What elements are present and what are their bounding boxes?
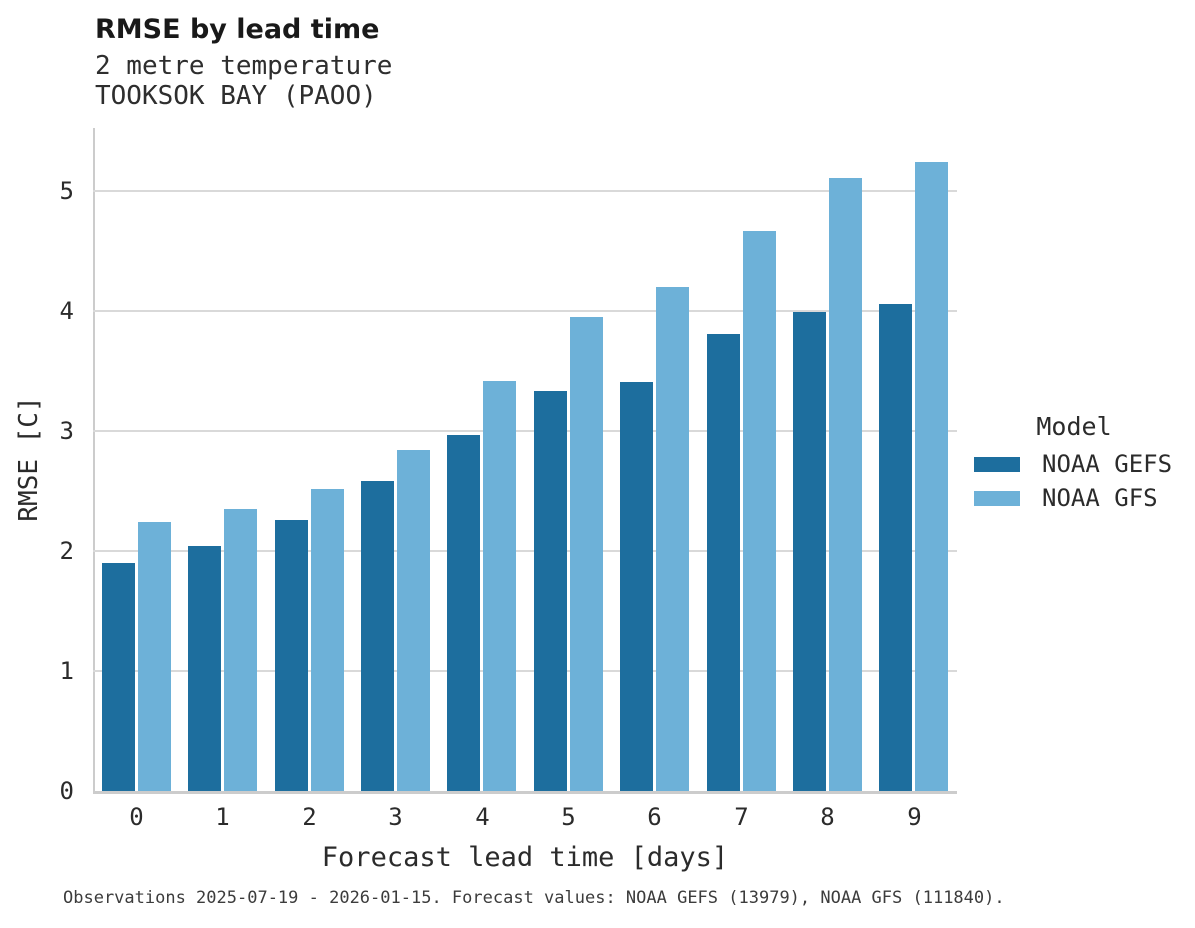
x-tick-label-4: 4: [475, 803, 490, 831]
x-tick-label-7: 7: [734, 803, 749, 831]
x-tick-label-1: 1: [215, 803, 230, 831]
x-tick-label-2: 2: [302, 803, 317, 831]
bar-noaa-gefs-lead-7: [707, 334, 740, 791]
x-axis-label: Forecast lead time [days]: [321, 842, 729, 873]
bar-noaa-gfs-lead-5: [570, 317, 603, 791]
legend-title: Model: [1036, 412, 1112, 441]
bar-noaa-gfs-lead-2: [311, 489, 344, 791]
chart-subtitle-station: TOOKSOK BAY (PAOO): [95, 81, 377, 111]
bar-noaa-gefs-lead-8: [793, 312, 826, 791]
legend-item-noaa-gefs: NOAA GEFS: [974, 452, 1172, 476]
bar-noaa-gfs-lead-9: [915, 162, 948, 791]
bar-noaa-gfs-lead-0: [138, 522, 171, 791]
y-tick-label-1: 1: [59, 657, 74, 685]
x-tick-label-0: 0: [129, 803, 144, 831]
y-tick-label-2: 2: [59, 537, 74, 565]
gridline-y-4: [93, 310, 957, 312]
x-tick-label-6: 6: [647, 803, 662, 831]
bar-noaa-gefs-lead-6: [620, 382, 653, 791]
y-tick-label-4: 4: [59, 297, 74, 325]
legend-swatch-noaa-gefs: [974, 456, 1020, 472]
gridline-y-1: [93, 670, 957, 672]
y-tick-label-0: 0: [59, 777, 74, 805]
y-axis-line: [93, 128, 95, 794]
bar-noaa-gefs-lead-1: [188, 546, 221, 791]
x-tick-label-3: 3: [388, 803, 403, 831]
chart-title: RMSE by lead time: [95, 14, 380, 45]
bar-noaa-gefs-lead-2: [275, 520, 308, 791]
y-axis-label: RMSE [C]: [14, 396, 44, 522]
legend-label-noaa-gefs: NOAA GEFS: [1042, 450, 1173, 478]
x-tick-label-9: 9: [907, 803, 922, 831]
bar-noaa-gfs-lead-7: [743, 231, 776, 791]
legend-label-noaa-gfs: NOAA GFS: [1042, 484, 1158, 512]
bar-noaa-gefs-lead-9: [879, 304, 912, 791]
footer-caption: Observations 2025-07-19 - 2026-01-15. Fo…: [63, 888, 1005, 908]
bar-noaa-gfs-lead-3: [397, 450, 430, 791]
bar-noaa-gfs-lead-6: [656, 287, 689, 791]
gridline-y-2: [93, 550, 957, 552]
bar-noaa-gefs-lead-0: [102, 563, 135, 791]
bar-noaa-gfs-lead-8: [829, 178, 862, 791]
bar-noaa-gefs-lead-4: [447, 435, 480, 791]
bar-noaa-gfs-lead-1: [224, 509, 257, 791]
chart-subtitle-variable: 2 metre temperature: [95, 51, 393, 81]
y-tick-label-5: 5: [59, 177, 74, 205]
x-tick-label-5: 5: [561, 803, 576, 831]
legend-item-noaa-gfs: NOAA GFS: [974, 486, 1158, 510]
plot-area: [93, 128, 957, 791]
bar-noaa-gefs-lead-5: [534, 391, 567, 791]
x-axis-line: [93, 791, 957, 794]
gridline-y-3: [93, 430, 957, 432]
bar-noaa-gfs-lead-4: [483, 381, 516, 791]
legend-swatch-noaa-gfs: [974, 490, 1020, 506]
bar-noaa-gefs-lead-3: [361, 481, 394, 791]
x-tick-label-8: 8: [820, 803, 835, 831]
gridline-y-5: [93, 190, 957, 192]
y-tick-label-3: 3: [59, 417, 74, 445]
